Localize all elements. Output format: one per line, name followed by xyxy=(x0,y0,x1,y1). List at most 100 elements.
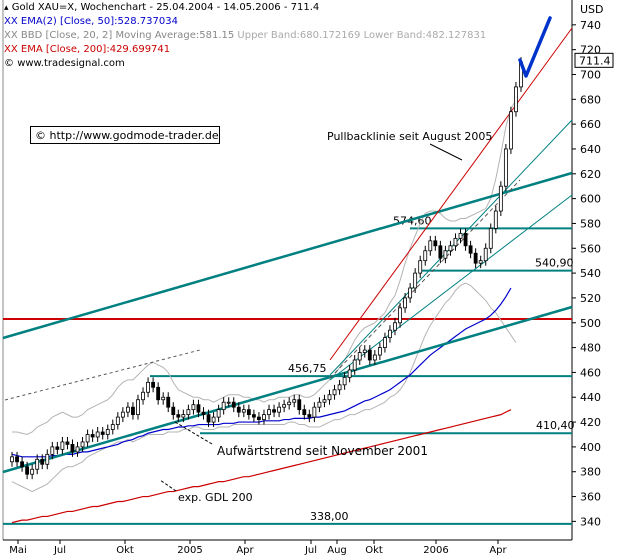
x-tick-label: Okt xyxy=(116,545,134,556)
y-tick-label: 660 xyxy=(580,118,601,131)
candle-down xyxy=(176,414,181,418)
pullback-annotation: Pullbacklinie seit August 2005 xyxy=(327,130,492,143)
candle-up xyxy=(423,250,428,262)
candle-up xyxy=(332,389,337,396)
tradesignal-logo-icon: ▴ xyxy=(4,3,9,13)
candle-down xyxy=(65,441,70,445)
candle-down xyxy=(251,414,256,418)
candle-up xyxy=(186,409,191,416)
chart-title-line: ▴ Gold XAU=X, Wochenchart - 25.04.2004 -… xyxy=(4,2,319,13)
chart-title: Gold XAU=X, Wochenchart - 25.04.2004 - 1… xyxy=(11,2,320,13)
uptrend-pointer xyxy=(174,421,213,445)
candle-up xyxy=(292,399,297,403)
last-price-box xyxy=(574,52,614,68)
y-tick-label: 640 xyxy=(580,143,601,156)
candle-down xyxy=(272,409,276,413)
candle-up xyxy=(337,384,342,391)
candle-down xyxy=(55,446,60,450)
candle-down xyxy=(246,409,251,416)
candle-up xyxy=(514,86,518,113)
candle-up xyxy=(498,185,503,212)
x-tick-label: Apr xyxy=(489,545,507,556)
candle-up xyxy=(443,250,448,259)
candle-up xyxy=(428,240,433,252)
candle-up xyxy=(191,404,196,411)
fan-line-2 xyxy=(329,194,573,381)
candle-up xyxy=(80,441,85,448)
level-label: 410,40 xyxy=(536,419,575,432)
check-mark-icon xyxy=(518,16,552,78)
candle-down xyxy=(302,409,307,416)
candle-up xyxy=(262,414,266,420)
candle-up xyxy=(30,468,35,475)
uptrend-annotation: Aufwärtstrend seit November 2001 xyxy=(217,444,428,458)
x-tick-label: Mai xyxy=(9,545,27,556)
y-tick-label: 380 xyxy=(580,466,601,479)
candle-up xyxy=(181,414,186,418)
candle-up xyxy=(413,272,418,289)
bollinger-upper-line xyxy=(12,99,517,436)
candle-up xyxy=(85,434,90,443)
candle-down xyxy=(90,434,95,438)
legend-bbd-label: XX BBD [Close, 20, 2] Moving Average:581… xyxy=(4,30,235,41)
level-label: 540,90 xyxy=(535,257,574,270)
y-tick-label: 360 xyxy=(580,491,601,504)
y-tick-label: 520 xyxy=(580,292,601,305)
uptrend-line xyxy=(2,305,573,474)
y-tick-label: 560 xyxy=(580,242,601,255)
legend-bbd-upper: Upper Band:680.172169 xyxy=(237,30,361,41)
candle-up xyxy=(35,458,40,470)
y-tick-label: 440 xyxy=(580,391,601,404)
candle-up xyxy=(312,406,317,418)
candle-up xyxy=(362,349,367,353)
candle-up xyxy=(226,401,231,404)
y-tick-label: 740 xyxy=(580,19,601,32)
y-tick-label: 460 xyxy=(580,366,601,379)
godmode-url: http://www.godmode-trader.de xyxy=(49,129,219,142)
candle-up xyxy=(50,446,55,455)
y-tick-label: 580 xyxy=(580,217,601,230)
site-credit-text: www.tradesignal.com xyxy=(17,58,125,69)
candle-down xyxy=(131,406,135,416)
candle-up xyxy=(352,359,357,371)
x-tick-label: 2005 xyxy=(177,545,202,556)
candle-up xyxy=(211,416,216,423)
candle-down xyxy=(20,461,24,468)
candle-down xyxy=(151,381,156,388)
y-tick-label: 700 xyxy=(580,68,601,81)
candle-up xyxy=(478,260,483,264)
candle-down xyxy=(166,396,171,408)
candle-up xyxy=(503,148,508,187)
candle-up xyxy=(398,307,402,324)
axis-unit: USD xyxy=(580,3,604,16)
candle-down xyxy=(156,386,161,401)
candle-down xyxy=(70,444,75,453)
candle-up xyxy=(105,429,110,435)
candle-up xyxy=(347,369,352,378)
candle-up xyxy=(403,297,408,309)
candle-down xyxy=(196,404,201,413)
candle-up xyxy=(388,329,392,339)
candle-down xyxy=(463,232,468,247)
candle-up xyxy=(448,245,453,252)
candle-up xyxy=(216,409,221,418)
candle-up xyxy=(161,396,166,401)
candle-down xyxy=(297,399,302,411)
channel-line xyxy=(329,27,573,361)
candle-up xyxy=(10,456,14,463)
candle-up xyxy=(60,441,65,450)
candle-down xyxy=(206,414,211,423)
candle-down xyxy=(307,414,312,418)
candle-up xyxy=(408,287,413,299)
candle-up xyxy=(483,247,488,262)
candle-down xyxy=(100,431,105,435)
site-credit: © www.tradesignal.com xyxy=(4,58,125,69)
candle-up xyxy=(418,260,423,274)
candle-down xyxy=(367,349,372,361)
candle-down xyxy=(433,240,438,247)
candle-up xyxy=(241,409,246,413)
candle-up xyxy=(317,401,322,408)
candle-up xyxy=(322,399,327,403)
copyright-icon: © xyxy=(4,58,14,69)
y-tick-label: 600 xyxy=(580,193,601,206)
